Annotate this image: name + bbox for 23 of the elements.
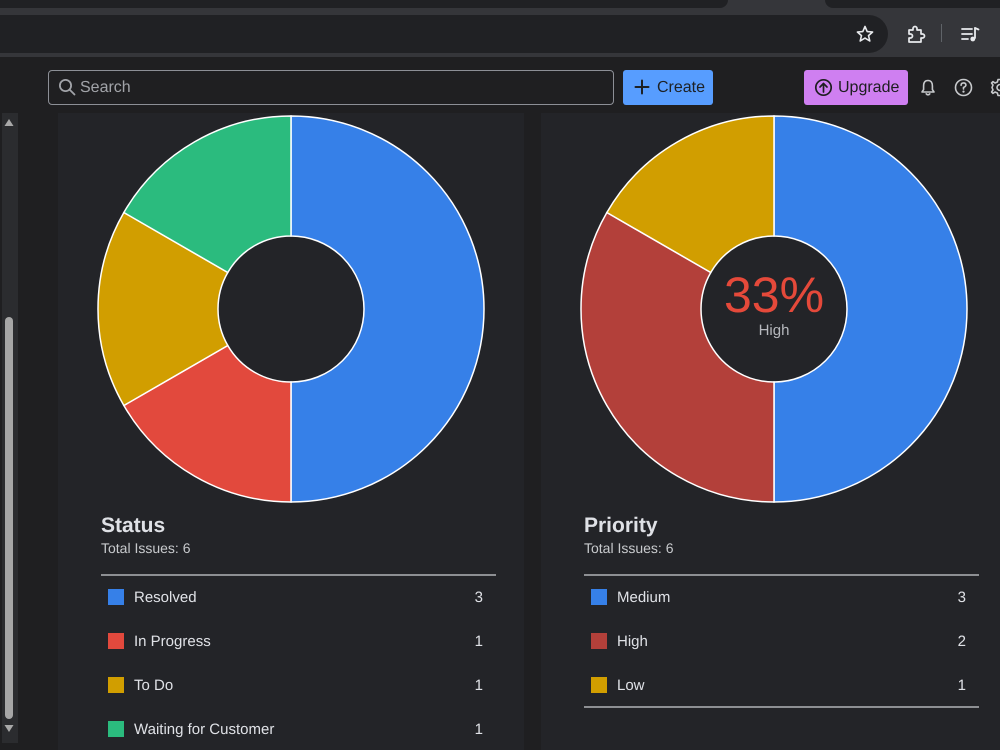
legend-label: To Do <box>134 677 174 694</box>
data-label: 1 <box>474 721 483 738</box>
data-label: 1 <box>474 677 483 694</box>
text: High <box>758 322 790 339</box>
legend-label: Resolved <box>134 589 197 606</box>
data-label: 1 <box>958 677 966 694</box>
data-label: 2 <box>958 633 966 650</box>
text: Total Issues: 6 <box>101 540 191 556</box>
text: 33% <box>724 267 824 323</box>
create-button: Create <box>623 70 713 105</box>
legend-label: High <box>617 633 648 650</box>
data-label: 3 <box>474 589 483 606</box>
data-label: 3 <box>958 589 966 606</box>
search-field: Search <box>48 70 614 105</box>
upgrade-button: Upgrade <box>804 70 908 105</box>
legend-label: In Progress <box>134 633 211 650</box>
legend-label: Medium <box>617 589 670 606</box>
legend-label: Low <box>617 677 645 694</box>
text: Total Issues: 6 <box>584 540 674 556</box>
text: Status <box>101 514 166 537</box>
data-label: 1 <box>474 633 483 650</box>
text: Priority <box>584 514 658 537</box>
legend-label: Waiting for Customer <box>134 721 274 738</box>
